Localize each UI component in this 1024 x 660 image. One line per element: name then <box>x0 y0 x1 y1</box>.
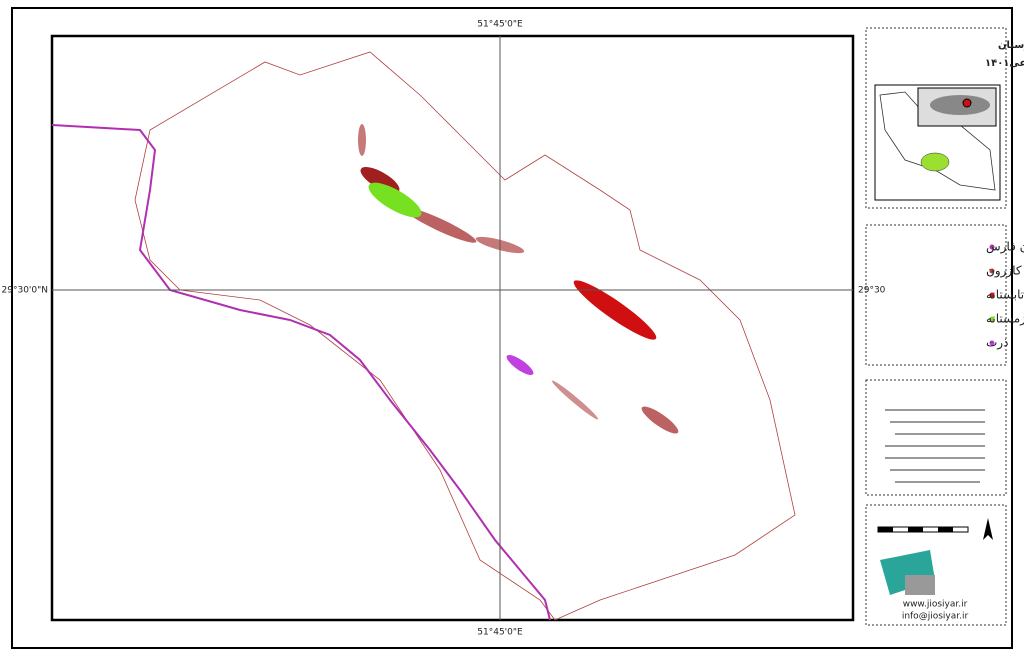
legend-swatch <box>989 244 995 250</box>
legend-swatch <box>989 340 995 346</box>
contact: www.jiosiyar.ir <box>903 600 968 610</box>
grid-label: 51°45'0"E <box>477 628 523 638</box>
side-panel <box>865 27 1007 626</box>
legend-label: استان فارس <box>986 240 1024 255</box>
crop-corn <box>506 354 534 376</box>
map-title: نقشه سطح زیر کشت شهرستان <box>998 40 1024 51</box>
province-boundary <box>51 124 551 621</box>
map-body <box>51 36 853 621</box>
legend-label: گوجه فرنگی زمستانه <box>986 312 1024 327</box>
map-frame <box>50 34 855 622</box>
grid-label: 29°30 <box>858 286 886 296</box>
scale-bar <box>877 518 993 540</box>
contact: info@jiosiyar.ir <box>902 612 969 622</box>
legend-swatch <box>989 316 995 322</box>
legend-label: گوجه فرنگی تابستانه <box>986 288 1024 303</box>
legend-swatch <box>989 268 995 274</box>
legend-label: شهرستان کازرون <box>986 264 1024 279</box>
grid-label: 51°45'0"E <box>477 20 523 30</box>
crop-summer <box>358 124 679 434</box>
legend-swatch <box>989 292 995 298</box>
grid-label: 29°30'0"N <box>2 286 48 296</box>
legend: استان فارس شهرستان کازرون گوجه فرنگی تابست… <box>986 240 1024 351</box>
legend-label: ذرت <box>986 336 1008 351</box>
inset-map <box>874 84 1001 201</box>
county-boundary <box>134 51 796 621</box>
crop-winter <box>368 182 422 218</box>
map-title: کازرون سال زراعی۱۴۰۱ <box>985 58 1024 69</box>
notes <box>885 409 985 483</box>
logo <box>880 550 935 595</box>
